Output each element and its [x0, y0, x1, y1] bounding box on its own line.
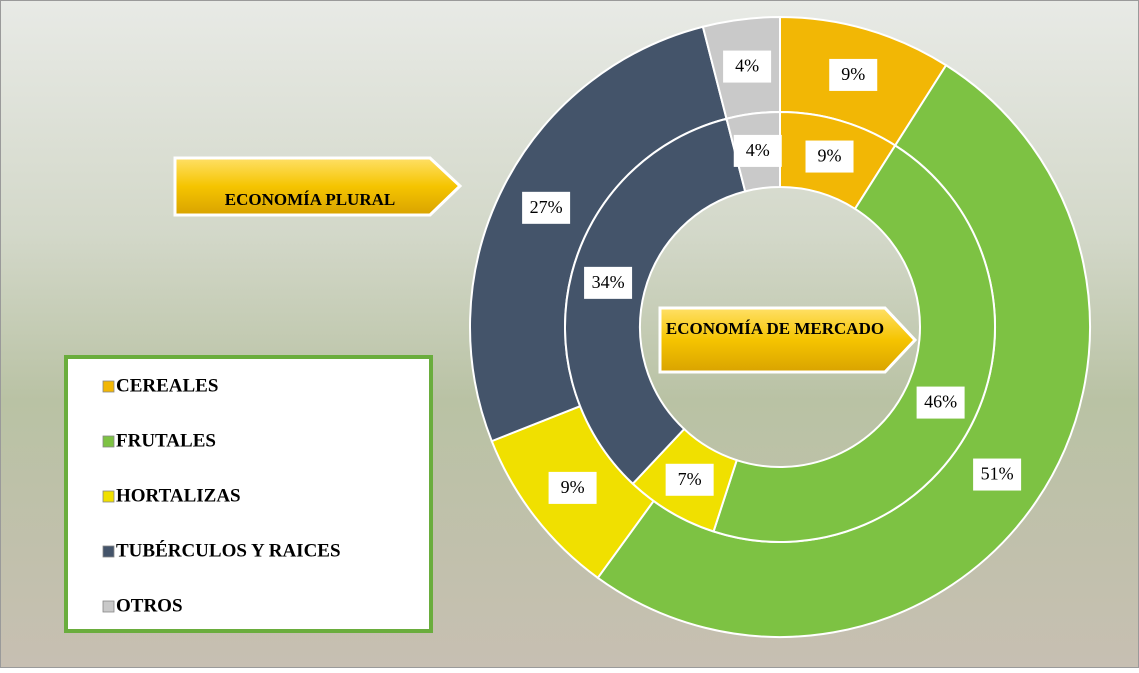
data-label: 4% — [746, 140, 770, 160]
data-label: 7% — [678, 469, 702, 489]
ring-label: ECONOMÍA DE MERCADO — [665, 312, 885, 340]
legend-label: TUBÉRCULOS Y RAICES — [116, 539, 341, 561]
data-label: 4% — [735, 56, 759, 76]
legend-swatch — [103, 601, 114, 612]
ring-label-box: ECONOMÍA DE MERCADO — [665, 312, 885, 370]
chart: 9% 51% 9% 27% 4% 9% 46% 7% 34% 4% ECONOMÍA PLURAL… — [0, 0, 1139, 668]
legend-swatch — [103, 436, 114, 447]
legend-label: HORTALIZAS — [116, 485, 241, 506]
data-label: 27% — [530, 197, 563, 217]
data-label: 46% — [924, 392, 957, 412]
legend-label: OTROS — [116, 595, 183, 616]
data-label: 9% — [841, 64, 865, 84]
data-label: 34% — [592, 272, 625, 292]
legend-swatch — [103, 491, 114, 502]
legend-label: CEREALES — [116, 375, 218, 396]
data-label: 9% — [818, 146, 842, 166]
legend-label: FRUTALES — [116, 430, 216, 451]
data-label: 9% — [561, 477, 585, 497]
ring-label: ECONOMÍA PLURAL — [225, 190, 395, 209]
legend-swatch — [103, 381, 114, 392]
data-label: 51% — [981, 464, 1014, 484]
legend-swatch — [103, 546, 114, 557]
